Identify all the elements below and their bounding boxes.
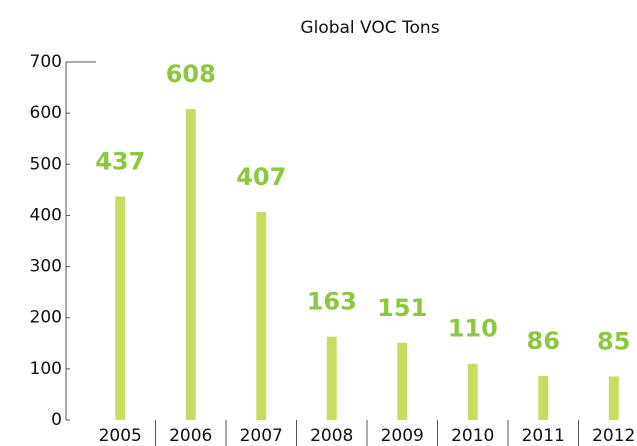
y-tick-label: 500: [30, 154, 62, 174]
x-tick-label: 2011: [522, 426, 565, 446]
data-label: 85: [597, 328, 630, 356]
data-label: 437: [95, 148, 145, 176]
bar: [185, 109, 196, 421]
x-tick-label: 2009: [381, 426, 424, 446]
data-label: 163: [307, 288, 357, 316]
bar: [115, 196, 126, 420]
bar: [608, 376, 619, 420]
x-tick-label: 2006: [169, 426, 212, 446]
bar: [467, 363, 478, 420]
data-label: 151: [377, 294, 427, 322]
chart-title: Global VOC Tons: [300, 18, 439, 38]
data-label: 86: [527, 327, 560, 355]
y-tick-label: 700: [30, 52, 62, 72]
y-tick-label: 0: [51, 410, 62, 430]
bar: [256, 211, 267, 420]
x-tick-label: 2010: [451, 426, 494, 446]
x-tick-label: 2012: [592, 426, 635, 446]
bar: [326, 336, 337, 420]
bar: [538, 376, 549, 420]
bar: [397, 342, 408, 420]
y-tick-label: 600: [30, 103, 62, 123]
y-tick-label: 300: [30, 257, 62, 277]
y-tick-label: 400: [30, 205, 62, 225]
data-label: 608: [166, 60, 216, 88]
x-tick-label: 2008: [310, 426, 353, 446]
y-tick-label: 100: [30, 359, 62, 379]
x-tick-label: 2007: [240, 426, 283, 446]
x-tick-label: 2005: [99, 426, 142, 446]
y-tick-label: 200: [30, 308, 62, 328]
data-label: 407: [236, 163, 286, 191]
data-label: 110: [448, 315, 498, 343]
